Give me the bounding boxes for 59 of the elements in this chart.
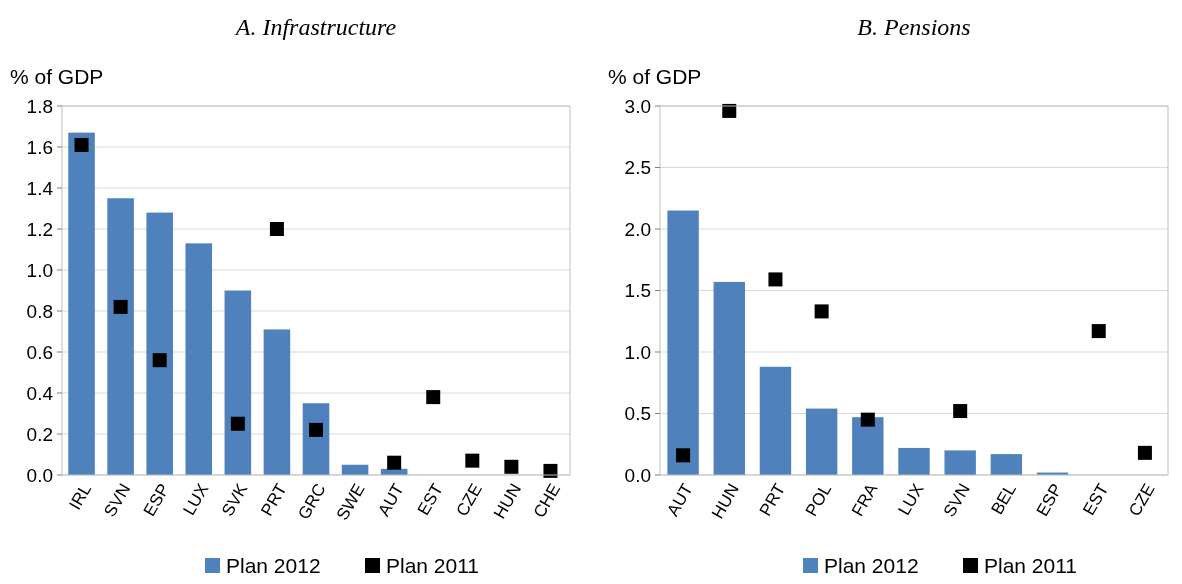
chart-title: B. Pensions — [857, 14, 971, 40]
bar — [713, 281, 745, 475]
y-tick-label: 2.5 — [624, 157, 651, 179]
y-tick-label: 0.5 — [624, 403, 651, 425]
bar — [898, 447, 930, 475]
point — [74, 137, 89, 152]
point — [113, 299, 128, 314]
bar — [107, 198, 134, 475]
point — [1137, 445, 1152, 460]
point — [387, 455, 402, 470]
point — [152, 353, 167, 368]
y-tick-label: 2.0 — [624, 218, 651, 240]
y-tick-label: 0.0 — [26, 464, 53, 486]
bar — [68, 132, 95, 475]
bar — [990, 454, 1023, 475]
point — [504, 459, 519, 474]
point — [230, 416, 245, 431]
y-tick-label: 3.0 — [624, 95, 651, 117]
point — [676, 448, 691, 463]
legend-label: Plan 2012 — [824, 554, 919, 577]
y-tick-label: 0.2 — [26, 423, 53, 445]
point — [860, 412, 875, 427]
bar — [944, 450, 976, 475]
bar — [146, 212, 173, 475]
y-tick-label: 0.8 — [26, 300, 53, 322]
point — [768, 272, 783, 287]
bar — [805, 408, 838, 475]
legend-label: Plan 2012 — [226, 554, 321, 577]
y-tick-label: 1.4 — [26, 177, 54, 199]
y-tick-label: 0.0 — [624, 464, 651, 486]
y-tick-label: 1.5 — [624, 280, 651, 302]
point — [426, 390, 441, 405]
y-tick-label: 1.0 — [26, 259, 53, 281]
point — [309, 422, 323, 437]
bar — [759, 366, 792, 475]
point — [269, 222, 284, 236]
point — [1091, 324, 1106, 339]
point — [953, 404, 968, 419]
x-tick-label: POL — [801, 480, 836, 520]
y-tick-label: 1.0 — [624, 341, 651, 363]
y-axis-title: % of GDP — [608, 65, 702, 88]
chart-title: A. Infrastructure — [233, 14, 397, 40]
point — [465, 453, 480, 468]
bar — [263, 329, 291, 475]
y-axis-title: % of GDP — [10, 65, 104, 88]
bar — [185, 243, 213, 475]
bar — [852, 417, 884, 475]
y-tick-label: 1.6 — [26, 136, 53, 158]
y-tick-label: 1.8 — [26, 95, 53, 117]
legend-label: Plan 2011 — [386, 554, 480, 577]
y-tick-label: 0.6 — [26, 341, 53, 363]
y-tick-label: 0.4 — [26, 382, 54, 404]
legend-label: Plan 2011 — [984, 554, 1078, 577]
bar — [224, 290, 252, 475]
x-tick-label: BEL — [987, 480, 1020, 518]
point — [814, 304, 829, 319]
x-tick-label: IRL — [65, 480, 96, 513]
y-tick-label: 1.2 — [26, 218, 53, 240]
bar — [667, 210, 699, 475]
